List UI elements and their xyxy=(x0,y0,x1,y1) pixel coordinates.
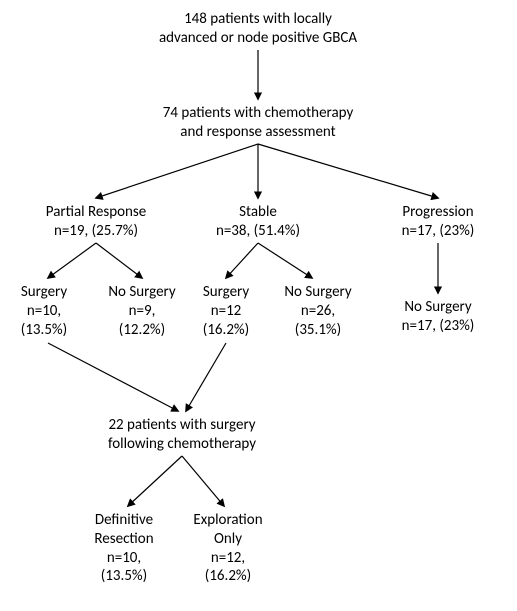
edge-pr_surgery-surgery22 xyxy=(48,343,178,411)
edge-stable-st_nosurgery xyxy=(258,243,312,278)
node-explore-line: (16.2%) xyxy=(178,567,278,586)
edge-partial-pr_surgery xyxy=(48,243,96,278)
node-pr_nosurgery-line: (12.2%) xyxy=(97,321,187,340)
node-st_surgery-line: Surgery xyxy=(186,283,266,302)
edge-surgery22-defres xyxy=(128,456,182,506)
node-progression: Progressionn=17, (23%) xyxy=(378,203,498,241)
node-surgery22-line: 22 patients with surgery xyxy=(82,416,282,435)
node-progression-line: Progression xyxy=(378,203,498,222)
node-st_surgery-line: (16.2%) xyxy=(186,321,266,340)
node-root-line: advanced or node positive GBCA xyxy=(133,29,383,48)
node-root-line: 148 patients with locally xyxy=(133,10,383,29)
node-st_nosurgery-line: No Surgery xyxy=(273,283,363,302)
node-pr_nosurgery-line: No Surgery xyxy=(97,283,187,302)
node-prog_nosurgery-line: No Surgery xyxy=(388,298,488,317)
node-defres-line: n=10, xyxy=(79,549,169,568)
node-defres-line: Resection xyxy=(79,530,169,549)
node-st_nosurgery-line: (35.1%) xyxy=(273,321,363,340)
node-pr_surgery-line: Surgery xyxy=(4,283,84,302)
edge-surgery22-explore xyxy=(182,456,224,506)
node-root: 148 patients with locallyadvanced or nod… xyxy=(133,10,383,48)
node-partial-line: Partial Response xyxy=(26,203,166,222)
node-chemo: 74 patients with chemotherapyand respons… xyxy=(128,104,388,142)
node-surgery22: 22 patients with surgeryfollowing chemot… xyxy=(82,416,282,454)
node-explore: ExplorationOnlyn=12,(16.2%) xyxy=(178,511,278,586)
edge-st_surgery-surgery22 xyxy=(186,343,226,411)
node-chemo-line: 74 patients with chemotherapy xyxy=(128,104,388,123)
node-pr_surgery-line: n=10, xyxy=(4,302,84,321)
node-partial-line: n=19, (25.7%) xyxy=(26,222,166,241)
node-stable-line: n=38, (51.4%) xyxy=(198,222,318,241)
node-explore-line: Only xyxy=(178,530,278,549)
node-defres-line: (13.5%) xyxy=(79,567,169,586)
node-partial: Partial Responsen=19, (25.7%) xyxy=(26,203,166,241)
edge-chemo-progression xyxy=(258,144,438,198)
edge-partial-pr_nosurgery xyxy=(96,243,142,278)
edge-stable-st_surgery xyxy=(226,243,258,278)
node-pr_nosurgery: No Surgeryn=9,(12.2%) xyxy=(97,283,187,339)
edge-chemo-partial xyxy=(96,144,258,198)
node-st_surgery: Surgeryn=12(16.2%) xyxy=(186,283,266,339)
node-st_nosurgery-line: n=26, xyxy=(273,302,363,321)
node-progression-line: n=17, (23%) xyxy=(378,222,498,241)
node-prog_nosurgery: No Surgeryn=17, (23%) xyxy=(388,298,488,336)
node-pr_surgery: Surgeryn=10,(13.5%) xyxy=(4,283,84,339)
node-explore-line: Exploration xyxy=(178,511,278,530)
node-defres-line: Definitive xyxy=(79,511,169,530)
node-st_surgery-line: n=12 xyxy=(186,302,266,321)
node-stable-line: Stable xyxy=(198,203,318,222)
node-explore-line: n=12, xyxy=(178,549,278,568)
node-pr_surgery-line: (13.5%) xyxy=(4,321,84,340)
node-prog_nosurgery-line: n=17, (23%) xyxy=(388,317,488,336)
node-pr_nosurgery-line: n=9, xyxy=(97,302,187,321)
node-chemo-line: and response assessment xyxy=(128,123,388,142)
node-defres: DefinitiveResectionn=10,(13.5%) xyxy=(79,511,169,586)
node-surgery22-line: following chemotherapy xyxy=(82,435,282,454)
node-stable: Stablen=38, (51.4%) xyxy=(198,203,318,241)
node-st_nosurgery: No Surgeryn=26,(35.1%) xyxy=(273,283,363,339)
